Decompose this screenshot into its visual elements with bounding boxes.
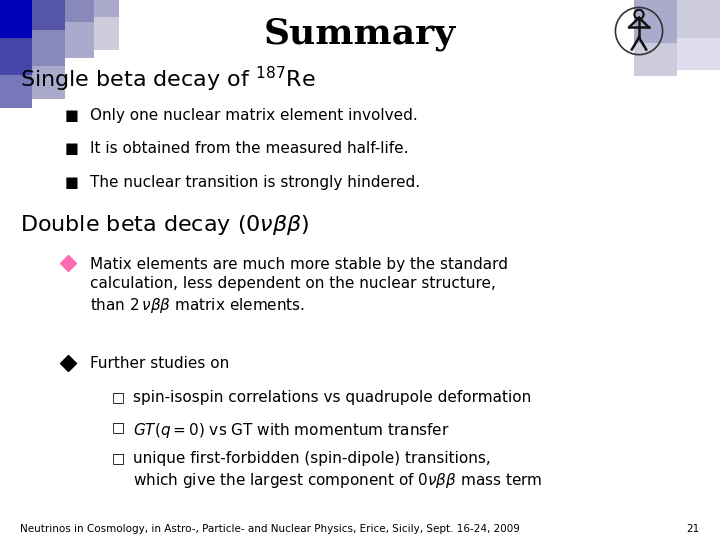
Bar — [94, 17, 119, 50]
Text: □: □ — [112, 451, 125, 465]
Bar — [32, 30, 65, 66]
Bar — [65, 0, 94, 22]
Bar — [634, 0, 677, 43]
Text: Summary: Summary — [264, 17, 456, 51]
Text: unique first-forbidden (spin-dipole) transitions,
which give the largest compone: unique first-forbidden (spin-dipole) tra… — [133, 451, 543, 490]
Bar — [677, 0, 720, 38]
Text: Double beta decay ($0\nu\beta\beta$): Double beta decay ($0\nu\beta\beta$) — [20, 213, 310, 237]
Text: Single beta decay of $^{187}$Re: Single beta decay of $^{187}$Re — [20, 65, 316, 94]
Bar — [65, 22, 94, 58]
Text: 21: 21 — [687, 523, 700, 534]
Text: ■: ■ — [65, 141, 78, 157]
Text: □: □ — [112, 390, 125, 404]
Text: Matix elements are much more stable by the standard
calculation, less dependent : Matix elements are much more stable by t… — [90, 256, 508, 315]
Bar — [32, 0, 65, 30]
Text: Further studies on: Further studies on — [90, 356, 229, 372]
Text: □: □ — [112, 421, 125, 435]
Text: ■: ■ — [65, 175, 78, 190]
Text: The nuclear transition is strongly hindered.: The nuclear transition is strongly hinde… — [90, 175, 420, 190]
Bar — [0, 0, 32, 38]
Text: spin-isospin correlations vs quadrupole deformation: spin-isospin correlations vs quadrupole … — [133, 390, 531, 405]
Bar — [634, 43, 677, 76]
Text: Neutrinos in Cosmology, in Astro-, Particle- and Nuclear Physics, Erice, Sicily,: Neutrinos in Cosmology, in Astro-, Parti… — [20, 523, 520, 534]
Text: It is obtained from the measured half-life.: It is obtained from the measured half-li… — [90, 141, 408, 157]
Text: $GT(q{=}0)$ vs GT with momentum transfer: $GT(q{=}0)$ vs GT with momentum transfer — [133, 421, 450, 440]
Bar — [32, 66, 65, 99]
Text: ■: ■ — [65, 108, 78, 123]
Bar — [0, 38, 32, 75]
Bar — [0, 75, 32, 108]
Bar — [94, 0, 119, 17]
Bar — [677, 38, 720, 70]
Text: Only one nuclear matrix element involved.: Only one nuclear matrix element involved… — [90, 108, 418, 123]
